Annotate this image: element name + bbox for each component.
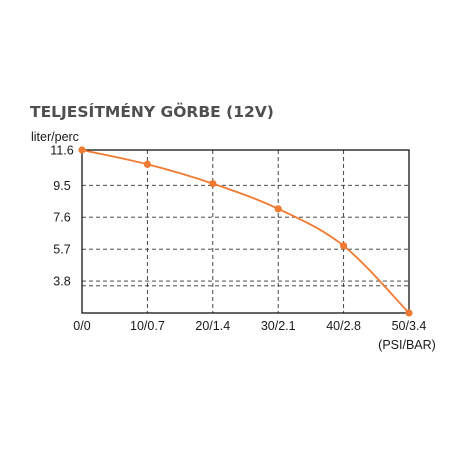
- grid: [82, 150, 409, 313]
- x-tick-label: 10/0.7: [130, 319, 165, 333]
- data-point: [78, 146, 86, 154]
- data-point: [209, 180, 217, 188]
- y-tick-label: 9.5: [53, 179, 70, 193]
- x-tick-label: 50/3.4: [392, 319, 427, 333]
- data-point: [405, 309, 413, 317]
- x-tick-label: 0/0: [73, 319, 90, 333]
- data-points: [78, 146, 413, 317]
- data-point: [340, 242, 348, 250]
- x-axis-ticks: 0/0 10/0.7 20/1.4 30/2.1 40/2.8 50/3.4: [73, 319, 426, 333]
- y-axis-unit-label: liter/perc: [31, 130, 79, 144]
- data-point: [143, 160, 151, 168]
- series-line: [81, 149, 410, 314]
- y-tick-label: 3.8: [53, 275, 70, 289]
- x-axis-unit-label: (PSI/BAR): [378, 338, 436, 352]
- y-tick-label: 5.7: [53, 243, 70, 257]
- plot-frame: [81, 149, 410, 314]
- x-tick-label: 30/2.1: [261, 319, 296, 333]
- chart-title: TELJESÍTMÉNY GÖRBE (12V): [30, 102, 274, 121]
- x-tick-label: 20/1.4: [195, 319, 230, 333]
- x-tick-label: 40/2.8: [326, 319, 361, 333]
- data-point: [274, 205, 282, 213]
- y-tick-label: 7.6: [53, 211, 70, 225]
- y-tick-label: 11.6: [50, 144, 73, 158]
- y-axis-ticks: 11.6 9.5 7.6 5.7 3.8: [50, 144, 73, 289]
